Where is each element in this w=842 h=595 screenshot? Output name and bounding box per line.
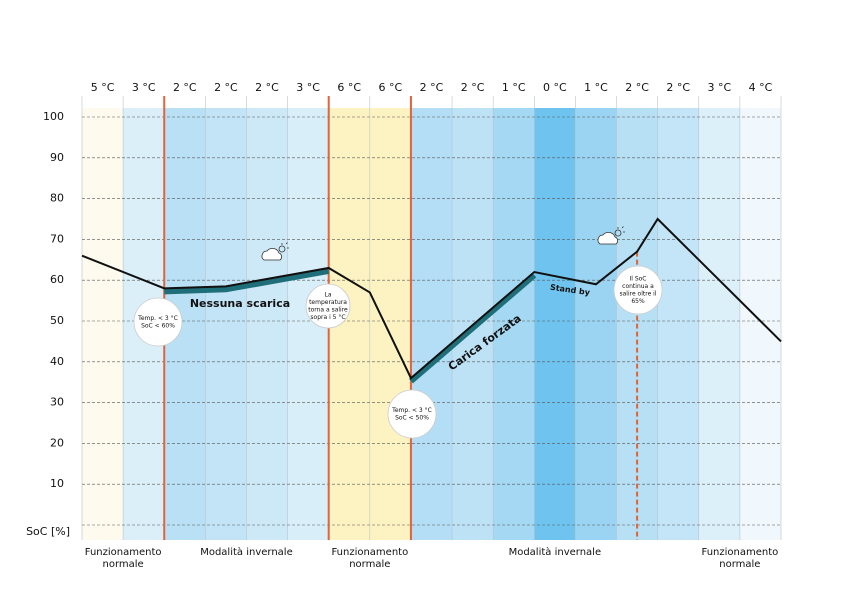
callout-text: sopra i 5 °C (310, 314, 345, 321)
column-label: 6 °C (379, 81, 403, 94)
y-tick-label: 40 (50, 355, 64, 368)
column-background (246, 108, 288, 540)
callout-circle (133, 297, 183, 347)
highlight-band (408, 272, 537, 384)
callout-text: Il SoC (629, 275, 646, 282)
column-background (205, 108, 247, 540)
y-tick-label: 50 (50, 314, 64, 327)
column-background (410, 108, 453, 540)
column-label: 2 °C (173, 81, 197, 94)
highlight-band (164, 268, 330, 295)
phase-label: Modalità invernale (200, 546, 293, 558)
column-label: 3 °C (296, 81, 320, 94)
y-tick-label: 20 (50, 436, 64, 449)
callout-text: SoC < 50% (395, 414, 429, 421)
highlight-label: Nessuna scarica (190, 297, 290, 310)
column-label: 3 °C (132, 81, 156, 94)
callout-circle (305, 283, 351, 329)
column-label: 2 °C (625, 81, 649, 94)
y-axis-label: SoC [%] (26, 525, 70, 538)
y-tick-label: 30 (50, 396, 64, 409)
y-tick-label: 70 (50, 232, 64, 245)
y-tick-label: 90 (50, 151, 64, 164)
soc-line (81, 217, 782, 380)
callout-text: SoC < 60% (141, 322, 175, 329)
column-label: 5 °C (91, 81, 115, 94)
y-tick-label: 60 (50, 273, 64, 286)
column-background (657, 108, 699, 540)
callout-text: temperatura (309, 299, 347, 306)
column-label: 2 °C (420, 81, 444, 94)
column-background (493, 108, 535, 540)
y-tick-label: 80 (50, 192, 64, 205)
phase-label: normale (103, 559, 144, 570)
column-label: 0 °C (543, 81, 567, 94)
column-label: 2 °C (666, 81, 690, 94)
weather-icon (261, 242, 289, 261)
column-background (369, 108, 411, 540)
phase-label: Funzionamento (85, 547, 162, 558)
callout-text: torna a salire (308, 306, 348, 313)
column-label: 6 °C (337, 81, 361, 94)
column-label: 3 °C (707, 81, 731, 94)
column-label: 1 °C (584, 81, 608, 94)
column-background (575, 108, 617, 540)
y-tick-label: 10 (50, 477, 64, 490)
phase-label: normale (719, 559, 760, 570)
column-label: 2 °C (255, 81, 279, 94)
column-background (82, 108, 124, 540)
column-label: 2 °C (461, 81, 485, 94)
callout-text: salire oltre il (619, 290, 656, 297)
callout-circle (613, 265, 663, 315)
column-background (698, 108, 740, 540)
callout-text: Temp. < 3 °C (391, 407, 432, 414)
callout-text: 65% (631, 298, 645, 305)
phase-label: Modalità invernale (509, 546, 602, 558)
weather-icon (597, 226, 625, 245)
y-tick-label: 100 (43, 110, 64, 123)
phase-label: normale (349, 559, 390, 570)
column-label: 2 °C (214, 81, 238, 94)
column-background (534, 108, 576, 540)
phase-label: Funzionamento (701, 547, 778, 558)
column-label: 1 °C (502, 81, 526, 94)
column-label: 4 °C (749, 81, 773, 94)
callout-text: continua a (622, 283, 654, 290)
phase-label: Funzionamento (331, 547, 408, 558)
callout-text: La (324, 291, 331, 298)
backgrounds (82, 108, 781, 540)
icons (261, 226, 625, 261)
callout-text: Temp. < 3 °C (137, 315, 178, 322)
column-background (739, 108, 781, 540)
callout-circle (387, 389, 437, 439)
